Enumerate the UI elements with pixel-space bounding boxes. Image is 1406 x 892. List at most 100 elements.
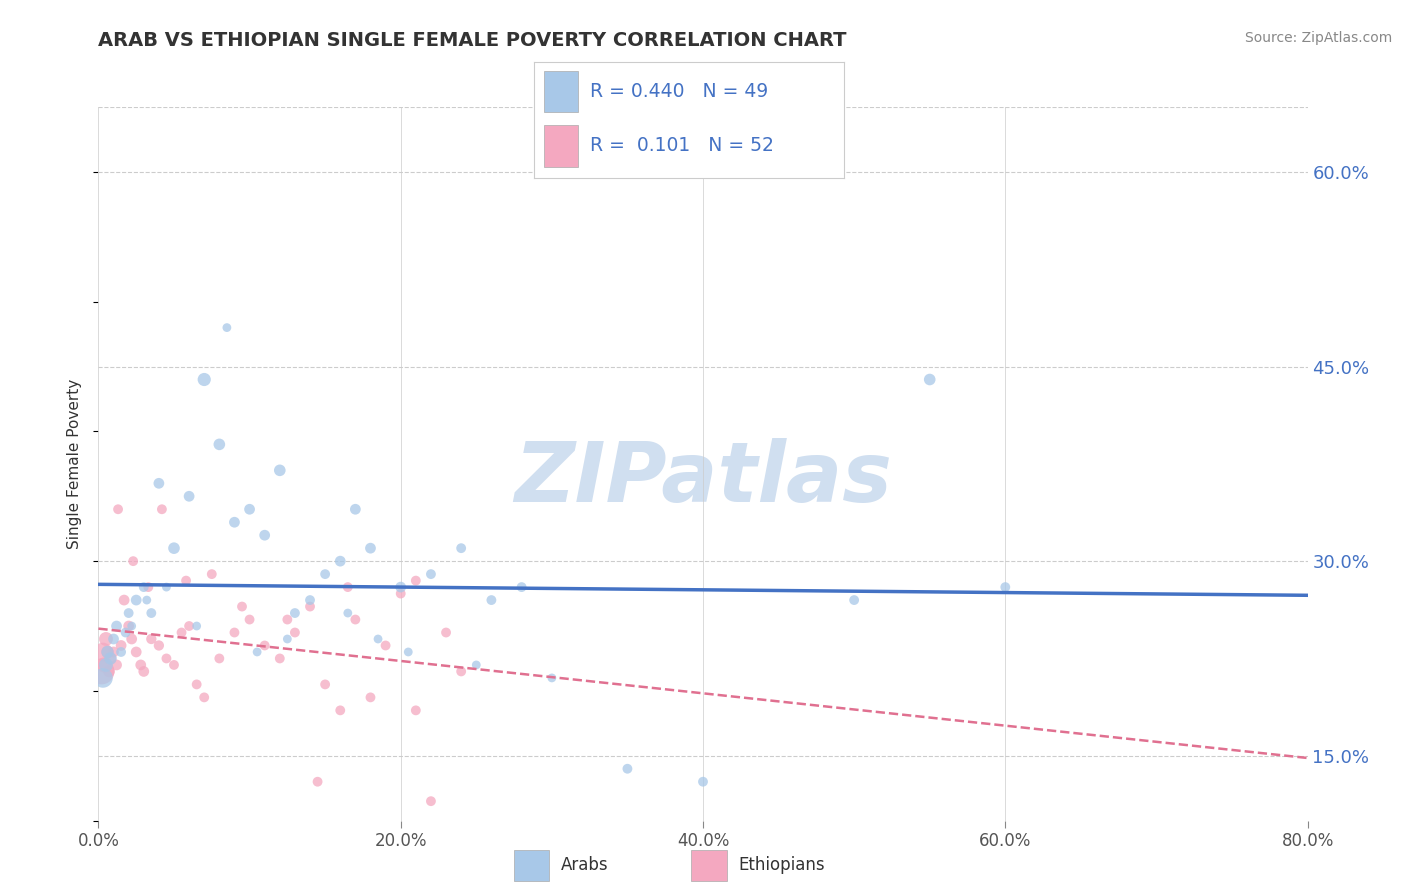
Point <box>136 580 159 594</box>
Point <box>481 593 503 607</box>
Point <box>844 593 866 607</box>
Point <box>112 593 135 607</box>
Point <box>135 593 157 607</box>
Point <box>231 599 253 614</box>
Point <box>93 657 115 672</box>
Point <box>374 639 396 653</box>
Point <box>329 703 352 717</box>
Point <box>155 651 177 665</box>
FancyBboxPatch shape <box>515 849 550 881</box>
Point <box>276 613 298 627</box>
Point <box>96 645 118 659</box>
Point <box>163 541 186 556</box>
Point <box>148 639 170 653</box>
Point <box>541 671 564 685</box>
Point <box>224 515 246 529</box>
Point <box>186 677 208 691</box>
FancyBboxPatch shape <box>544 70 578 112</box>
Point <box>122 554 145 568</box>
Point <box>389 586 412 600</box>
Point <box>389 580 412 594</box>
FancyBboxPatch shape <box>544 125 578 167</box>
Point <box>420 567 443 582</box>
Point <box>91 671 114 685</box>
Point <box>103 645 125 659</box>
Point <box>299 599 322 614</box>
Point <box>253 528 276 542</box>
Point <box>239 502 262 516</box>
Point <box>299 593 322 607</box>
Point <box>90 665 112 679</box>
Point <box>450 541 472 556</box>
Point <box>98 665 121 679</box>
Point <box>616 762 638 776</box>
Point <box>118 606 141 620</box>
Point <box>163 657 186 672</box>
Point <box>215 320 238 334</box>
Point <box>107 502 129 516</box>
Point <box>336 606 359 620</box>
Point <box>246 645 269 659</box>
Point <box>91 645 114 659</box>
Point <box>367 632 389 646</box>
Point <box>284 625 307 640</box>
Point <box>450 665 472 679</box>
Point <box>141 606 163 620</box>
Point <box>121 632 143 646</box>
Point <box>396 645 419 659</box>
Text: R = 0.440   N = 49: R = 0.440 N = 49 <box>591 82 768 101</box>
Point <box>110 639 132 653</box>
Point <box>239 613 262 627</box>
Point <box>208 651 231 665</box>
Point <box>125 593 148 607</box>
Point <box>129 657 152 672</box>
Point <box>193 690 215 705</box>
Text: ARAB VS ETHIOPIAN SINGLE FEMALE POVERTY CORRELATION CHART: ARAB VS ETHIOPIAN SINGLE FEMALE POVERTY … <box>98 31 846 50</box>
Point <box>179 489 201 503</box>
Text: ZIPatlas: ZIPatlas <box>515 438 891 518</box>
Point <box>193 372 215 386</box>
Point <box>336 580 359 594</box>
Text: Source: ZipAtlas.com: Source: ZipAtlas.com <box>1244 31 1392 45</box>
Point <box>284 606 307 620</box>
FancyBboxPatch shape <box>692 849 727 881</box>
Point <box>329 554 352 568</box>
Point <box>360 690 382 705</box>
Text: R =  0.101   N = 52: R = 0.101 N = 52 <box>591 136 773 155</box>
Point <box>344 613 367 627</box>
Text: Ethiopians: Ethiopians <box>738 856 825 874</box>
Point <box>114 625 136 640</box>
Point <box>132 580 155 594</box>
Point <box>208 437 231 451</box>
Point <box>420 794 443 808</box>
Point <box>94 632 117 646</box>
Point <box>179 619 201 633</box>
Point <box>276 632 298 646</box>
Point <box>174 574 197 588</box>
Point <box>105 657 128 672</box>
Point <box>121 619 143 633</box>
Point <box>269 463 291 477</box>
Point <box>118 619 141 633</box>
Point <box>307 774 329 789</box>
Y-axis label: Single Female Poverty: Single Female Poverty <box>67 379 83 549</box>
Point <box>100 651 122 665</box>
Point <box>510 580 533 594</box>
Point <box>405 703 427 717</box>
Point <box>125 645 148 659</box>
Point <box>360 541 382 556</box>
Point <box>253 639 276 653</box>
Point <box>132 665 155 679</box>
Text: Arabs: Arabs <box>561 856 609 874</box>
Point <box>141 632 163 646</box>
Point <box>994 580 1017 594</box>
Point <box>150 502 173 516</box>
Point <box>465 657 488 672</box>
Point <box>224 625 246 640</box>
Point <box>918 372 941 386</box>
Point <box>314 677 336 691</box>
Point <box>269 651 291 665</box>
Point <box>314 567 336 582</box>
Point <box>692 774 714 789</box>
Point <box>155 580 177 594</box>
